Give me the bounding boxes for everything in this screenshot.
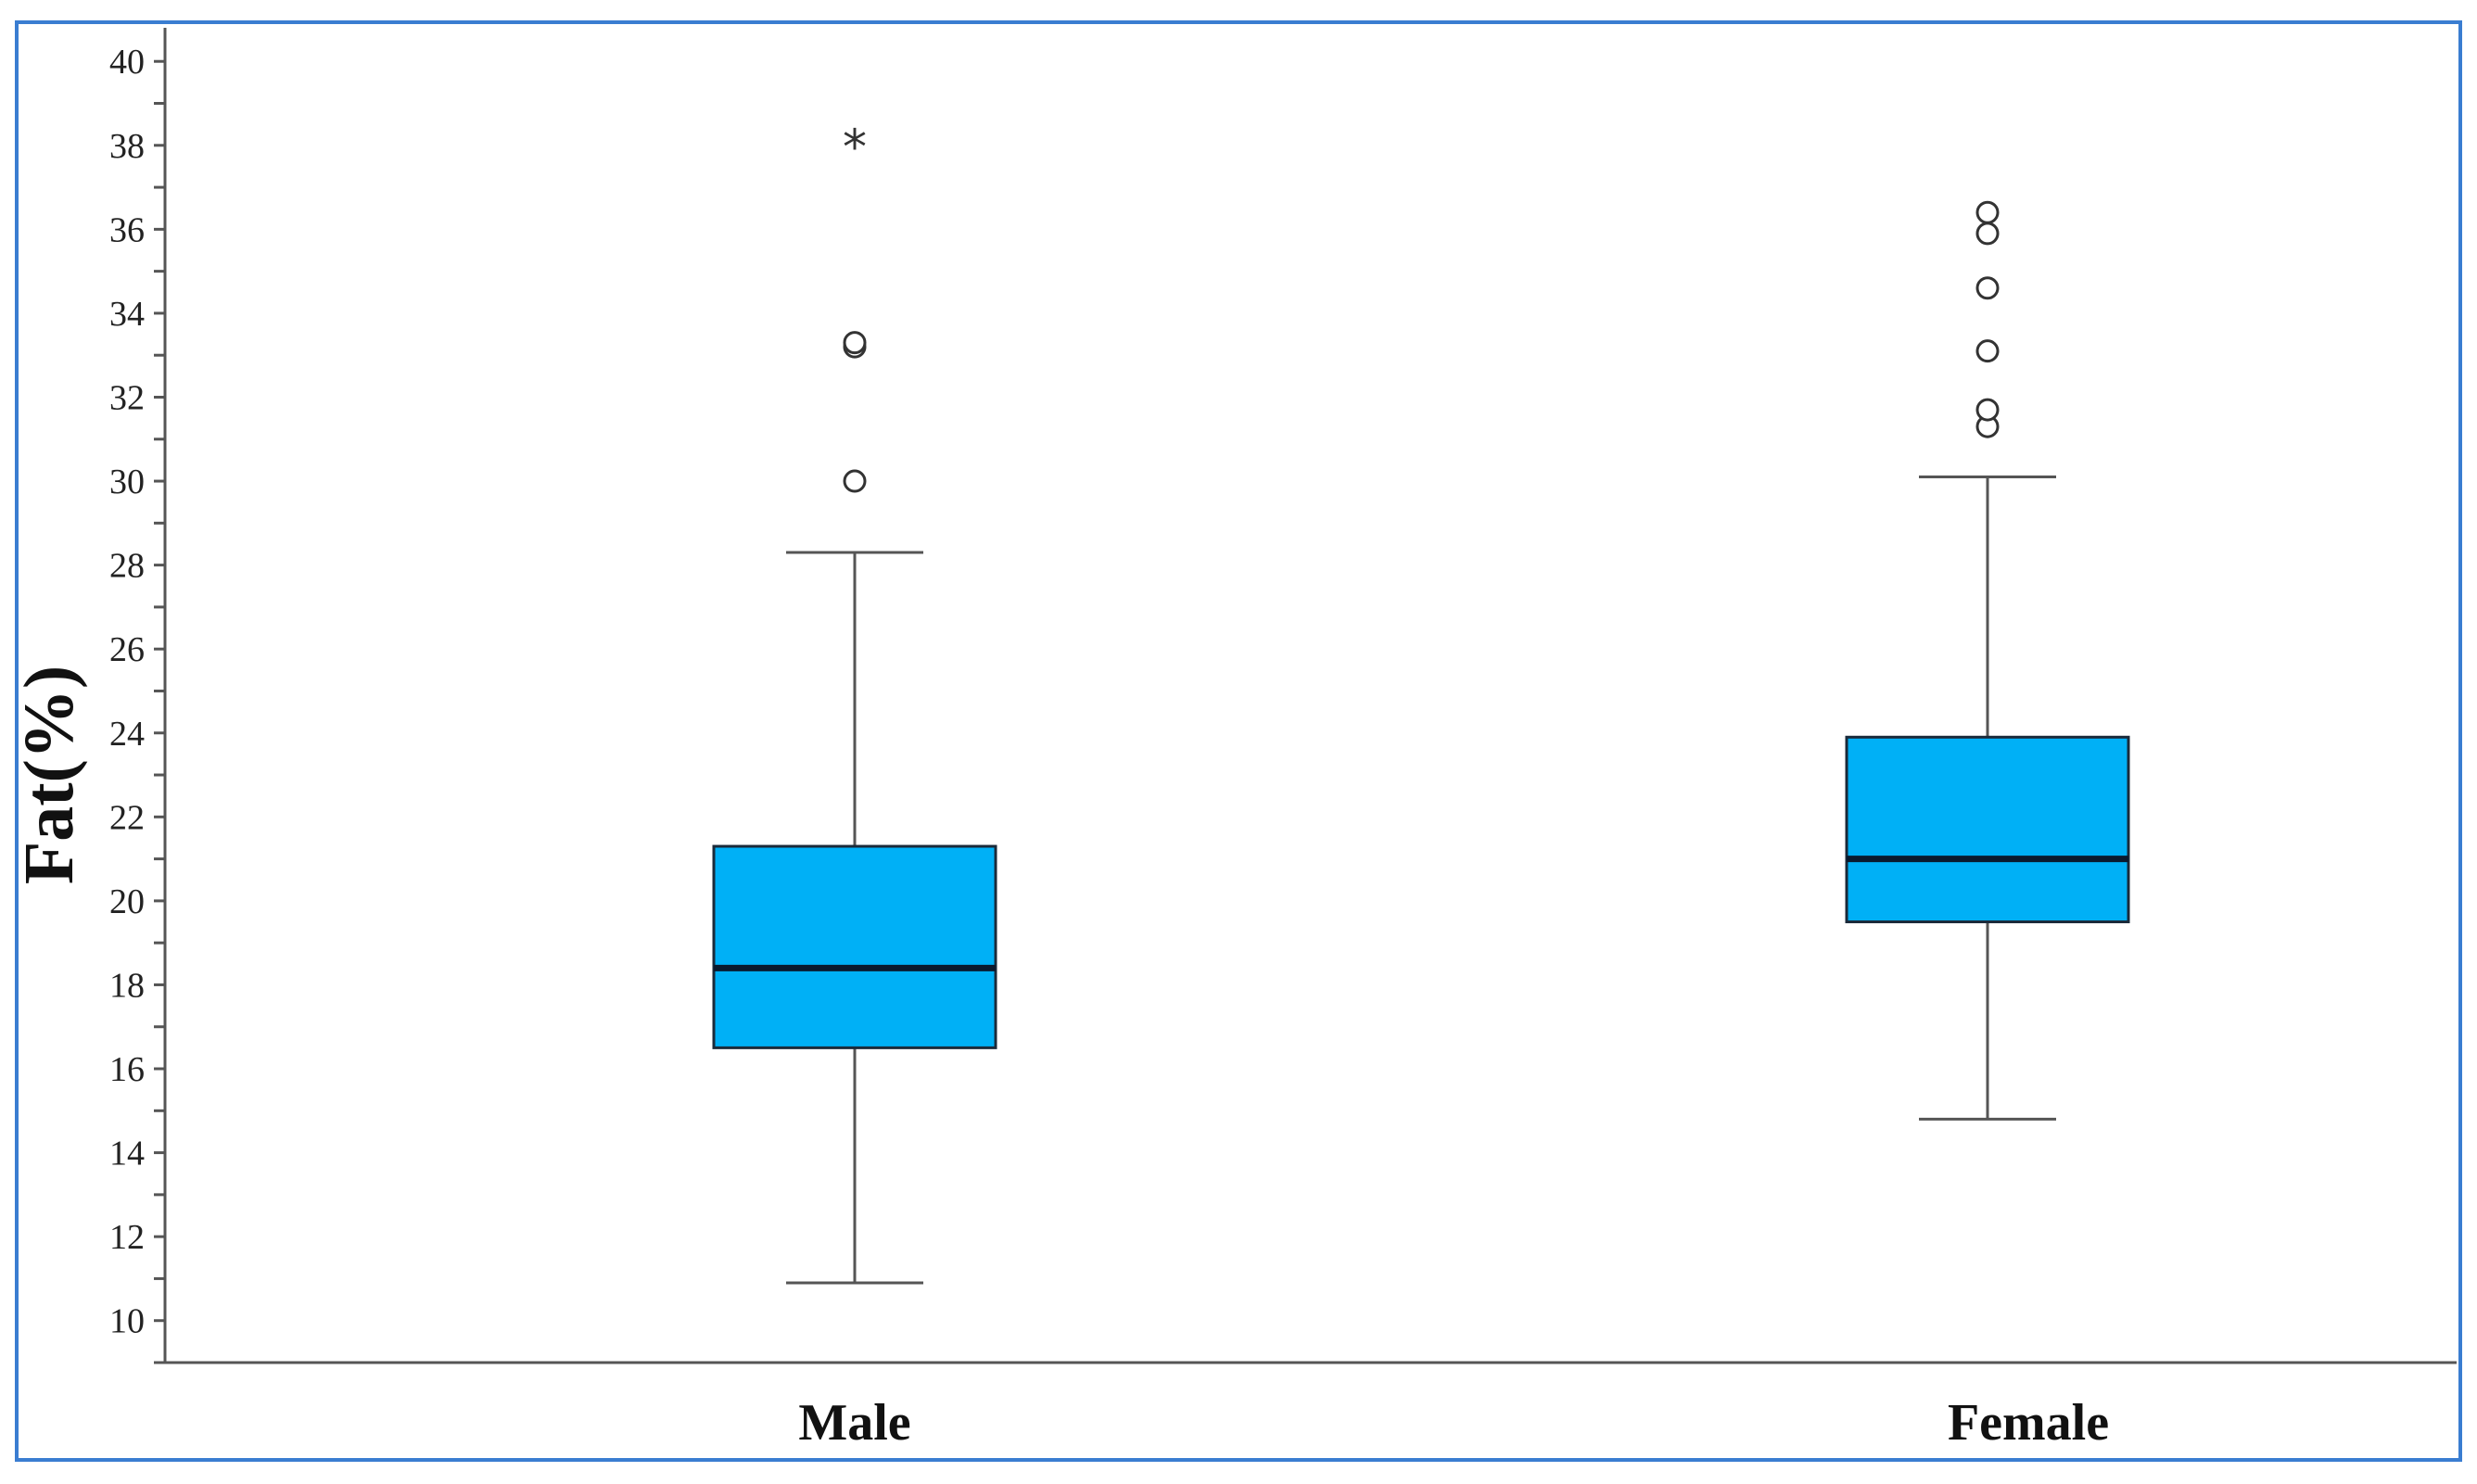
y-tick-label: 14	[109, 1135, 145, 1173]
y-tick-label: 10	[109, 1302, 145, 1341]
boxes: *	[712, 120, 2130, 1285]
outlier-point	[1975, 222, 2000, 246]
y-tick-label: 28	[109, 547, 145, 586]
category-labels: Male Female	[798, 1394, 2109, 1452]
outlier-point	[1975, 276, 2000, 300]
iqr-box	[1845, 735, 2130, 924]
outlier-point	[1975, 398, 2000, 422]
y-tick-label: 40	[109, 43, 145, 82]
box-female	[1845, 200, 2130, 1121]
y-tick-label: 36	[109, 210, 145, 249]
axes	[163, 28, 2457, 1364]
box-male: *	[712, 120, 997, 1285]
y-tick-label: 38	[109, 127, 145, 166]
category-label-male: Male	[798, 1394, 910, 1452]
y-tick-label: 32	[109, 378, 145, 417]
y-tick-label: 22	[109, 798, 145, 837]
outlier-point	[843, 469, 867, 493]
extreme-outlier-point: *	[843, 120, 867, 175]
y-tick-label: 20	[109, 882, 145, 921]
outlier-point	[1975, 200, 2000, 224]
outlier-point	[1975, 339, 2000, 363]
y-tick-label: 12	[109, 1218, 145, 1257]
y-axis-title: Fat(%)	[10, 666, 88, 884]
outlier-point	[843, 331, 867, 355]
y-tick-label: 16	[109, 1050, 145, 1089]
y-tick-label: 34	[109, 295, 145, 334]
iqr-box	[712, 844, 997, 1049]
y-tick-label: 18	[109, 966, 145, 1005]
category-label-female: Female	[1948, 1394, 2109, 1452]
y-ticks	[154, 59, 165, 1364]
y-tick-label: 30	[109, 463, 145, 501]
y-tick-label: 26	[109, 630, 145, 669]
y-tick-labels: 10 12 14 16 18 20 22 24 26 28 30 32 34 36 38 40	[109, 43, 145, 1340]
y-tick-label: 24	[109, 715, 145, 754]
